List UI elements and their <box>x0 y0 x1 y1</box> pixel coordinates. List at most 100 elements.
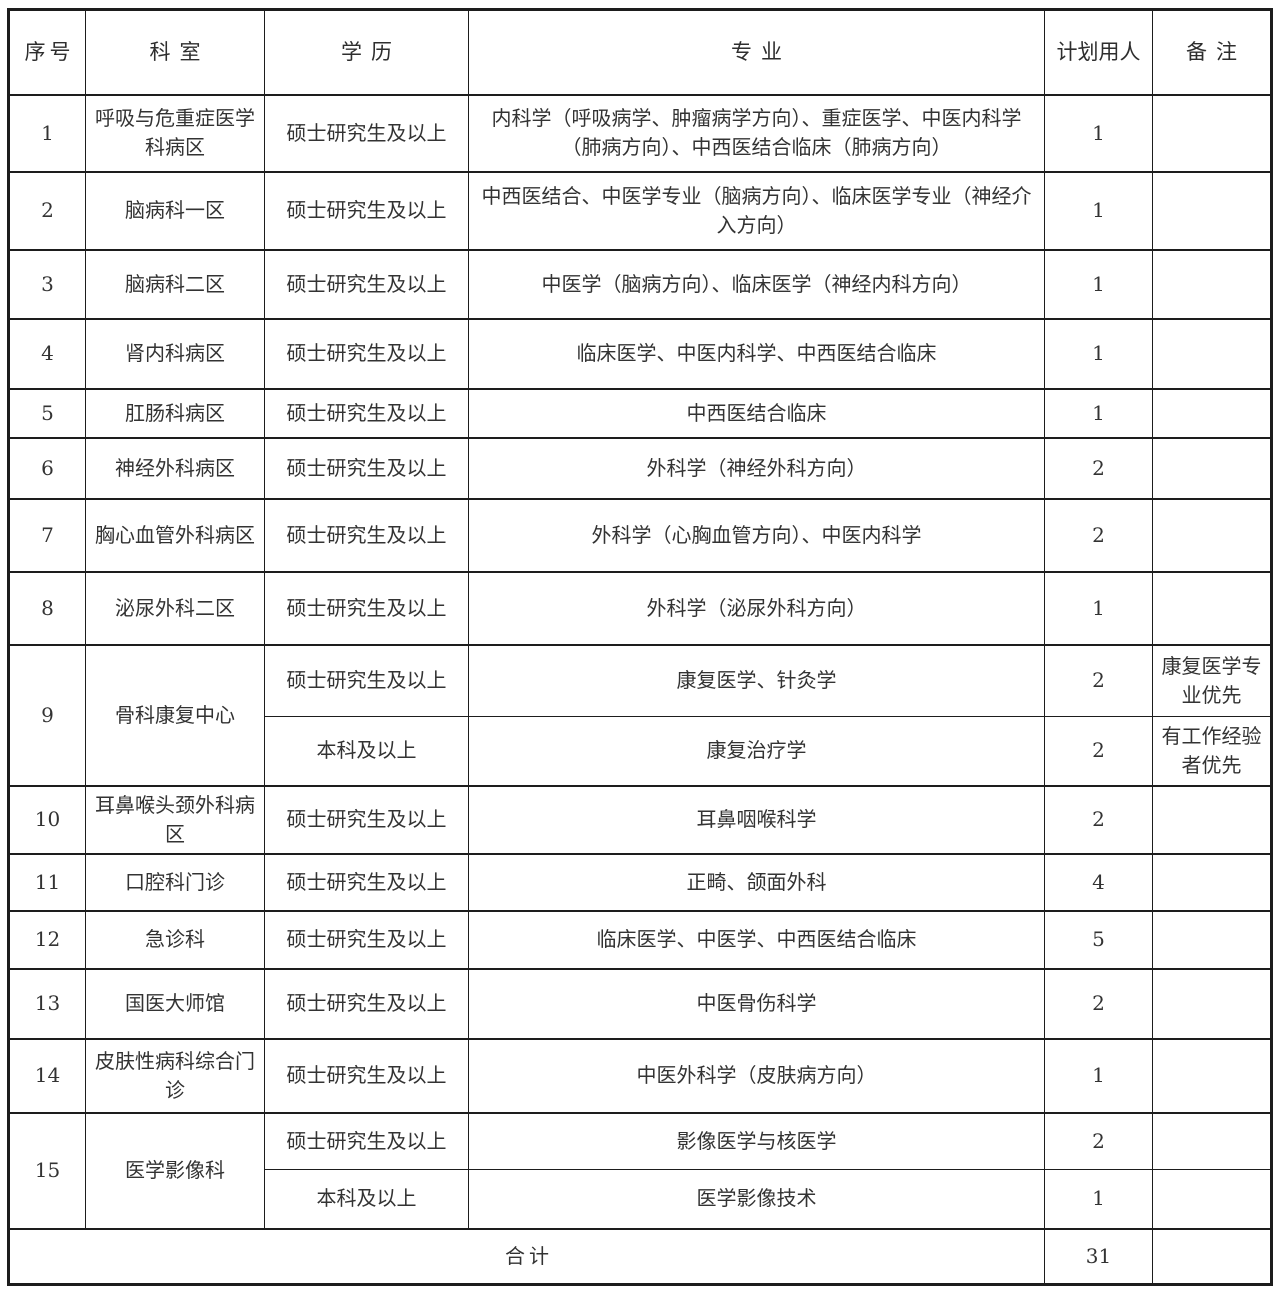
cell-note <box>1152 248 1272 319</box>
cell-dept: 呼吸与危重症医学科病区 <box>85 93 265 172</box>
header-row: 序号 科室 学历 专业 计划用人 备注 <box>8 9 1272 96</box>
cell-dept: 急诊科 <box>85 909 265 969</box>
table-subrow: 本科及以上 康复治疗学 2 有工作经验者优先 <box>9 716 1272 786</box>
cell-count: 1 <box>1044 570 1153 645</box>
cell-no: 7 <box>8 497 86 572</box>
table-row: 12 急诊科 硕士研究生及以上 临床医学、中医学、中西医结合临床 5 <box>8 909 1272 969</box>
cell-note <box>1152 497 1272 572</box>
cell-major: 康复治疗学 <box>468 716 1045 786</box>
cell-edu: 本科及以上 <box>264 716 469 786</box>
table-row: 3 脑病科二区 硕士研究生及以上 中医学（脑病方向）、临床医学（神经内科方向） … <box>8 248 1272 319</box>
cell-note <box>1152 784 1272 854</box>
cell-edu: 硕士研究生及以上 <box>264 93 469 172</box>
cell-major: 中西医结合临床 <box>468 387 1045 438</box>
cell-major: 外科学（神经外科方向） <box>468 436 1045 499</box>
cell-edu: 硕士研究生及以上 <box>264 967 469 1039</box>
cell-note <box>1152 909 1272 969</box>
cell-note <box>1152 93 1272 172</box>
total-count: 31 <box>1044 1227 1153 1285</box>
cell-dept: 胸心血管外科病区 <box>85 497 265 572</box>
cell-dept: 医学影像科 <box>85 1111 265 1229</box>
cell-edu: 硕士研究生及以上 <box>264 909 469 969</box>
cell-no: 12 <box>8 909 86 969</box>
table-row: 2 脑病科一区 硕士研究生及以上 中西医结合、中医学专业（脑病方向）、临床医学专… <box>8 170 1272 250</box>
cell-no: 1 <box>8 93 86 172</box>
col-header-major: 专业 <box>468 9 1045 96</box>
cell-major: 影像医学与核医学 <box>468 1111 1045 1170</box>
table-row: 10 耳鼻喉头颈外科病区 硕士研究生及以上 耳鼻咽喉科学 2 <box>8 784 1272 854</box>
cell-note <box>1152 317 1272 389</box>
cell-dept: 脑病科二区 <box>85 248 265 319</box>
cell-no: 15 <box>8 1111 86 1229</box>
cell-edu: 本科及以上 <box>264 1169 469 1229</box>
table-row: 5 肛肠科病区 硕士研究生及以上 中西医结合临床 1 <box>8 387 1272 438</box>
cell-major: 中医外科学（皮肤病方向） <box>468 1037 1045 1113</box>
total-row: 合计 31 <box>8 1227 1272 1285</box>
cell-edu: 硕士研究生及以上 <box>264 248 469 319</box>
cell-major: 耳鼻咽喉科学 <box>468 784 1045 854</box>
cell-dept: 口腔科门诊 <box>85 852 265 911</box>
cell-note <box>1152 1037 1272 1113</box>
cell-note <box>1152 387 1272 438</box>
cell-edu: 硕士研究生及以上 <box>264 497 469 572</box>
cell-edu: 硕士研究生及以上 <box>264 1111 469 1170</box>
col-header-edu: 学历 <box>264 9 469 96</box>
col-header-note: 备注 <box>1152 9 1272 96</box>
cell-dept: 皮肤性病科综合门诊 <box>85 1037 265 1113</box>
cell-note <box>1152 852 1272 911</box>
table-subrow: 本科及以上 医学影像技术 1 <box>9 1169 1272 1229</box>
cell-no: 9 <box>8 643 86 786</box>
table-row: 7 胸心血管外科病区 硕士研究生及以上 外科学（心胸血管方向）、中医内科学 2 <box>8 497 1272 572</box>
cell-edu: 硕士研究生及以上 <box>264 852 469 911</box>
cell-dept: 肾内科病区 <box>85 317 265 389</box>
cell-dept: 泌尿外科二区 <box>85 570 265 645</box>
cell-no: 5 <box>8 387 86 438</box>
col-header-dept: 科室 <box>85 9 265 96</box>
cell-count: 1 <box>1044 387 1153 438</box>
cell-count: 2 <box>1044 436 1153 499</box>
cell-count: 4 <box>1044 852 1153 911</box>
table-row: 9 骨科康复中心 硕士研究生及以上 康复医学、针灸学 2 康复医学专业优先 <box>8 643 1272 786</box>
recruitment-plan-table: 序号 科室 学历 专业 计划用人 备注 1 呼吸与危重症医学科病区 硕士研究生及… <box>7 8 1273 1286</box>
cell-count: 2 <box>1044 1111 1153 1170</box>
cell-note <box>1152 1169 1272 1229</box>
cell-no: 4 <box>8 317 86 389</box>
cell-no: 13 <box>8 967 86 1039</box>
table-row: 1 呼吸与危重症医学科病区 硕士研究生及以上 内科学（呼吸病学、肿瘤病学方向）、… <box>8 93 1272 172</box>
cell-major: 医学影像技术 <box>468 1169 1045 1229</box>
table-row: 14 皮肤性病科综合门诊 硕士研究生及以上 中医外科学（皮肤病方向） 1 <box>8 1037 1272 1113</box>
cell-dept: 国医大师馆 <box>85 967 265 1039</box>
cell-count: 2 <box>1044 716 1153 786</box>
cell-edu: 硕士研究生及以上 <box>264 784 469 854</box>
cell-major: 中医学（脑病方向）、临床医学（神经内科方向） <box>468 248 1045 319</box>
cell-major: 临床医学、中医内科学、中西医结合临床 <box>468 317 1045 389</box>
cell-note: 康复医学专业优先 <box>1152 643 1272 717</box>
cell-count: 1 <box>1044 248 1153 319</box>
cell-no: 2 <box>8 170 86 250</box>
total-note <box>1152 1227 1272 1285</box>
cell-dept: 骨科康复中心 <box>85 643 265 786</box>
cell-count: 1 <box>1044 170 1153 250</box>
cell-edu: 硕士研究生及以上 <box>264 643 469 717</box>
cell-edu: 硕士研究生及以上 <box>264 387 469 438</box>
table-row: 15 医学影像科 硕士研究生及以上 影像医学与核医学 2 <box>8 1111 1272 1229</box>
total-label: 合计 <box>8 1227 1045 1285</box>
cell-major: 中医骨伤科学 <box>468 967 1045 1039</box>
cell-count: 1 <box>1044 1169 1153 1229</box>
cell-note: 有工作经验者优先 <box>1152 716 1272 786</box>
table-row: 13 国医大师馆 硕士研究生及以上 中医骨伤科学 2 <box>8 967 1272 1039</box>
cell-edu: 硕士研究生及以上 <box>264 317 469 389</box>
cell-no: 3 <box>8 248 86 319</box>
cell-count: 2 <box>1044 784 1153 854</box>
cell-edu: 硕士研究生及以上 <box>264 436 469 499</box>
cell-no: 8 <box>8 570 86 645</box>
cell-count: 2 <box>1044 643 1153 717</box>
cell-note <box>1152 170 1272 250</box>
cell-major: 临床医学、中医学、中西医结合临床 <box>468 909 1045 969</box>
cell-edu: 硕士研究生及以上 <box>264 1037 469 1113</box>
table-row: 6 神经外科病区 硕士研究生及以上 外科学（神经外科方向） 2 <box>8 436 1272 499</box>
cell-no: 10 <box>8 784 86 854</box>
cell-edu: 硕士研究生及以上 <box>264 570 469 645</box>
cell-note <box>1152 967 1272 1039</box>
